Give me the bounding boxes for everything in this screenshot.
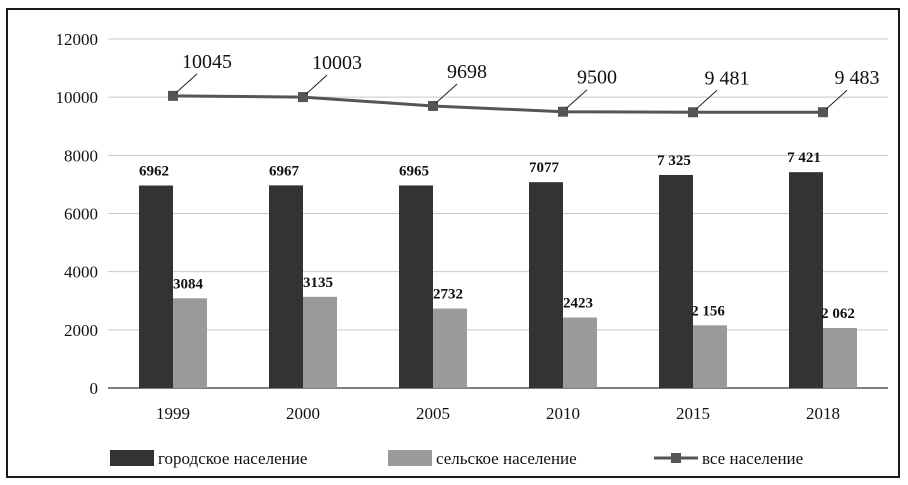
y-tick-label: 8000 (64, 146, 98, 165)
data-label-rural: 2 062 (821, 306, 855, 322)
label-leader-line (305, 74, 328, 95)
label-leader-line (175, 73, 198, 94)
data-label-urban: 7 421 (787, 150, 821, 166)
marker-total (818, 107, 828, 118)
x-tick-label: 2010 (546, 404, 580, 423)
data-label-urban: 6962 (139, 164, 169, 180)
bars (139, 172, 857, 388)
data-label-total: 10003 (312, 52, 362, 74)
label-leader-line (825, 89, 848, 110)
legend-label-rural: сельское население (436, 449, 577, 468)
data-label-urban: 7 325 (657, 153, 691, 169)
data-label-rural: 2 156 (691, 303, 725, 319)
bar-urban (529, 182, 563, 388)
label-leader-line (695, 89, 718, 110)
data-label-rural: 3084 (173, 276, 204, 292)
marker-total (558, 106, 568, 117)
x-tick-label: 2000 (286, 404, 320, 423)
label-leader-line (565, 89, 588, 110)
data-label-total: 9500 (577, 67, 617, 89)
legend-swatch-rural (388, 450, 432, 466)
data-label-urban: 6965 (399, 163, 429, 179)
data-label-rural: 2732 (433, 287, 463, 303)
legend-label-total: все население (702, 449, 803, 468)
y-tick-label: 0 (90, 379, 99, 398)
data-label-total: 9 481 (705, 67, 750, 89)
bar-rural (693, 325, 727, 388)
gridlines (108, 38, 888, 331)
data-label-urban: 7077 (529, 160, 560, 176)
data-label-total: 9 483 (835, 67, 880, 89)
y-tick-label: 4000 (64, 263, 98, 282)
bar-urban (269, 185, 303, 388)
data-label-rural: 3135 (303, 275, 333, 291)
marker-total (298, 92, 308, 103)
data-label-total: 9698 (447, 61, 487, 83)
data-labels: 6962 6967 6965 7077 7 325 7 421 3084 3135 2732 24… (139, 51, 880, 322)
marker-total (688, 107, 698, 118)
bar-rural (563, 317, 597, 388)
y-tick-label: 10000 (56, 88, 99, 107)
label-leader-line (435, 83, 458, 104)
legend-label-urban: городское население (158, 449, 307, 468)
marker-total (428, 100, 438, 111)
legend: городское население сельское население все… (110, 449, 803, 468)
bar-urban (789, 172, 823, 388)
marker-total (168, 90, 178, 101)
legend-swatch-total-marker (671, 453, 681, 463)
bar-urban (399, 185, 433, 388)
data-label-rural: 2423 (563, 296, 593, 312)
data-label-total: 10045 (182, 51, 232, 73)
bar-rural (433, 308, 467, 388)
bar-rural (303, 296, 337, 388)
bar-urban (659, 174, 693, 388)
bar-rural (823, 328, 857, 388)
x-tick-label: 2005 (416, 404, 450, 423)
line-total (172, 94, 824, 114)
bar-urban (139, 185, 173, 388)
x-tick-label: 2015 (676, 404, 710, 423)
data-label-urban: 6967 (269, 163, 300, 179)
bar-rural (173, 298, 207, 388)
y-tick-label: 2000 (64, 321, 98, 340)
legend-swatch-urban (110, 450, 154, 466)
x-tick-label: 2018 (806, 404, 840, 423)
x-tick-label: 1999 (156, 404, 190, 423)
y-tick-label: 12000 (56, 30, 99, 49)
axes: 0 2000 4000 6000 8000 10000 12000 1999 2000 2005 2… (56, 30, 888, 423)
y-tick-label: 6000 (64, 205, 98, 224)
total-line (168, 73, 848, 118)
